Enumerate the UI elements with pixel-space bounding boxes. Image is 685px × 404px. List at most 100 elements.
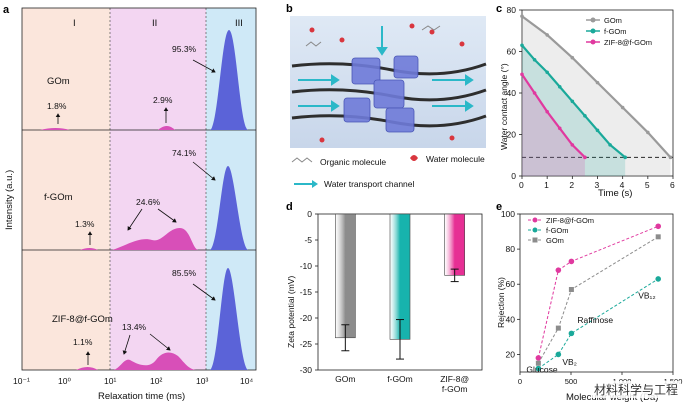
zif-peak-1 [76, 367, 98, 370]
gom-p3: 95.3% [172, 44, 197, 54]
legend-marker-0 [590, 17, 596, 23]
bar-2 [444, 213, 465, 276]
region-II-label: II [152, 18, 157, 29]
series-2-point-1 [532, 91, 537, 95]
zif-p2: 13.4% [122, 322, 147, 332]
series-line-2 [521, 73, 586, 159]
panel-e: e Rejection (%) Molecular weight (Da) ZI… [490, 200, 685, 404]
y-tick-label-2: 40 [507, 88, 517, 98]
bar-0 [335, 213, 356, 339]
legend-text-1: f-GOm [604, 27, 627, 36]
series-1-point-3 [655, 276, 662, 282]
y-tick-label-1: -5 [304, 235, 312, 245]
x-tick-label-6: 6 [670, 180, 675, 190]
xtick-2: 10¹ [104, 376, 116, 386]
gom-peak-3 [210, 30, 248, 130]
water-molecule-icon [410, 155, 418, 161]
y-tick-label-4: 80 [507, 5, 517, 15]
panel-a-chart: a I II III GOm 1.8% 2.9% 95.3% f-GOm 1.3… [3, 4, 257, 402]
series-0-point-0 [520, 14, 524, 19]
series-0-point-3 [655, 223, 662, 230]
x-tick-label-1: 1 [544, 180, 549, 190]
annotation-raffinose: Raffinose [577, 315, 613, 325]
series-2-point-5 [583, 155, 587, 160]
series-1-point-1 [555, 351, 562, 358]
y-tick-label-3: -15 [300, 287, 313, 297]
series-line-2 [537, 236, 659, 364]
xtick-3: 10² [150, 376, 162, 386]
organic-molecule-icon [291, 157, 313, 163]
series-1-point-2 [545, 70, 549, 75]
panel-a-label: a [3, 4, 10, 16]
panel-c-xlabel: Time (s) [598, 188, 632, 199]
series-2-point-0 [520, 72, 524, 77]
legend-channel: Water transport channel [324, 179, 415, 189]
series-0-point-3 [595, 80, 600, 85]
series-1-point-4 [570, 99, 575, 104]
series-1-point-0 [535, 365, 542, 372]
panel-c-legend: GOm f-GOm ZIF-8@f-GOm [586, 16, 652, 47]
annotation-vb2: VB₂ [562, 357, 577, 367]
zif-peak-3 [210, 268, 248, 370]
region-I-label: I [73, 18, 76, 29]
x-tick-label-3: 3 [595, 180, 600, 190]
y-tick-label-5: -25 [300, 339, 313, 349]
x-tick-label-0: 0 [518, 377, 522, 386]
series-2-point-2 [545, 109, 549, 114]
fgom-p3: 74.1% [172, 148, 197, 158]
panel-e-label: e [496, 201, 502, 213]
series-0-point-5 [646, 130, 650, 135]
x-tick-label-1: 500 [565, 377, 578, 386]
organic-molecules [305, 25, 441, 47]
legend-text-2: GOm [546, 236, 564, 245]
gom-p2: 2.9% [153, 95, 173, 105]
series-0-point-2 [570, 55, 575, 60]
legend-marker-2 [532, 237, 538, 243]
panel-c: c Water contact angle (°) Time (s) GOm f-… [490, 0, 685, 200]
series-0-point-2 [568, 258, 575, 265]
x-category-label-2-0: ZIF-8@ [440, 374, 469, 384]
zif-p3: 85.5% [172, 268, 197, 278]
series-line-1 [538, 278, 659, 369]
y-tick-label-1: 40 [506, 314, 516, 324]
panel-b-label: b [286, 3, 293, 15]
xtick-0: 10⁻¹ [13, 376, 30, 386]
series-1-point-2 [568, 330, 575, 337]
xtick-1: 10⁰ [58, 376, 71, 386]
panel-d-chart: d Zeta potential (mV) 0 -5 -10 -15 -20 -25 -30… [286, 201, 483, 394]
region-II-band [110, 8, 206, 370]
region-III-label: III [235, 18, 243, 29]
series-2-point-1 [555, 325, 561, 331]
legend-marker-2 [590, 39, 596, 45]
series-area-0 [522, 16, 671, 176]
legend-organic: Organic molecule [320, 157, 386, 167]
zif-name: ZIF-8@f-GOm [52, 314, 113, 325]
y-tick-label-0: 0 [307, 209, 312, 219]
series-0-point-4 [620, 105, 625, 110]
series-area-2 [522, 74, 585, 176]
y-tick-label-2: 60 [506, 279, 516, 289]
x-tick-label-5: 5 [645, 180, 650, 190]
y-tick-label-2: -10 [300, 261, 313, 271]
zif-p1: 1.1% [73, 337, 93, 347]
fgom-peak-3 [210, 166, 248, 250]
x-category-label-1-0: f-GOm [387, 374, 413, 384]
plot-frame [519, 213, 674, 373]
legend-marker-1 [590, 28, 596, 34]
panel-d: d Zeta potential (mV) 0 -5 -10 -15 -20 -25 -30… [282, 200, 490, 404]
panel-a-xlabel: Relaxation time (ms) [98, 391, 185, 402]
gom-peak-2 [158, 126, 175, 130]
series-2-point-3 [557, 126, 562, 131]
series-1-point-0 [520, 43, 524, 48]
fgom-peak-1 [80, 248, 98, 250]
series-2-point-3 [655, 234, 661, 240]
series-0-point-0 [535, 355, 542, 361]
series-1-point-6 [595, 128, 600, 133]
panel-c-ylabel: Water contact angle (°) [499, 63, 509, 150]
gom-peak-1 [40, 128, 70, 130]
series-0-point-6 [668, 155, 673, 160]
panel-c-chart: c Water contact angle (°) Time (s) GOm f-… [496, 3, 675, 199]
legend-text-0: ZIF-8@f-GOm [546, 216, 594, 225]
panel-e-ylabel: Rejection (%) [496, 277, 506, 328]
panel-a-ylabel: Intensity (a.u.) [4, 170, 15, 230]
